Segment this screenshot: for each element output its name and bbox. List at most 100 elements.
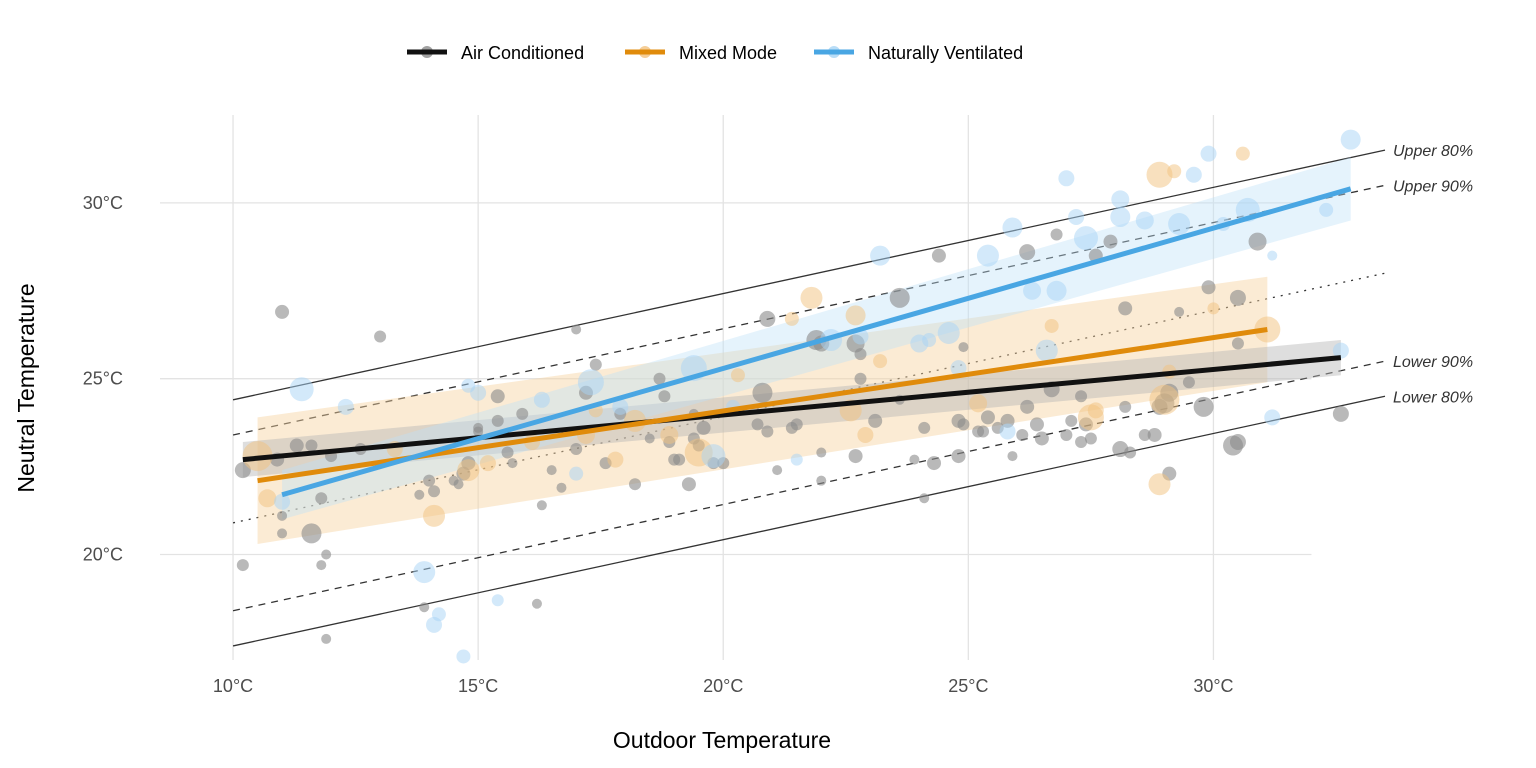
point-naturally-ventilated	[337, 398, 354, 415]
point-air-conditioned	[1075, 390, 1088, 403]
point-air-conditioned	[321, 633, 332, 644]
x-tick-label: 20°C	[703, 676, 743, 696]
point-air-conditioned	[1138, 428, 1151, 441]
x-tick-label: 25°C	[948, 676, 988, 696]
point-air-conditioned	[1119, 400, 1132, 413]
point-air-conditioned	[854, 348, 867, 361]
point-mixed-mode	[969, 394, 988, 413]
point-air-conditioned	[1034, 431, 1049, 446]
point-air-conditioned	[854, 372, 867, 385]
data-points	[234, 129, 1361, 664]
point-mixed-mode	[800, 286, 823, 309]
point-naturally-ventilated	[1002, 217, 1023, 238]
point-air-conditioned	[570, 443, 583, 456]
point-naturally-ventilated	[999, 423, 1016, 440]
point-naturally-ventilated	[274, 493, 291, 510]
legend: Air Conditioned Mixed Mode Naturally Venti…	[407, 43, 1023, 63]
point-air-conditioned	[772, 465, 783, 476]
point-mixed-mode	[845, 305, 866, 326]
point-air-conditioned	[1229, 289, 1246, 306]
fit-lines	[242, 186, 1352, 498]
x-tick-label: 15°C	[458, 676, 498, 696]
x-tick-label: 10°C	[213, 676, 253, 696]
reference-label-upper-90: Upper 90%	[1393, 178, 1473, 195]
fit-line-air-conditioned	[242, 355, 1342, 463]
point-air-conditioned	[816, 447, 827, 458]
legend-item-air-conditioned: Air Conditioned	[407, 43, 584, 63]
point-air-conditioned	[236, 559, 249, 572]
point-mixed-mode	[1146, 161, 1173, 188]
point-air-conditioned	[790, 418, 803, 431]
point-air-conditioned	[980, 410, 995, 425]
point-naturally-ventilated	[470, 384, 487, 401]
point-mixed-mode	[660, 425, 679, 444]
point-naturally-ventilated	[1111, 190, 1130, 209]
point-air-conditioned	[1084, 432, 1097, 445]
point-naturally-ventilated	[533, 391, 550, 408]
point-air-conditioned	[321, 549, 332, 560]
point-air-conditioned	[957, 418, 970, 431]
y-tick-label: 30°C	[83, 193, 123, 213]
x-tick-label: 30°C	[1193, 676, 1233, 696]
point-air-conditioned	[1332, 405, 1349, 422]
x-axis-ticks: 10°C 15°C 20°C 25°C 30°C	[213, 676, 1234, 696]
reference-line-upper-80	[232, 149, 1386, 401]
point-air-conditioned	[1060, 428, 1073, 441]
point-air-conditioned	[277, 528, 288, 539]
point-air-conditioned	[316, 560, 327, 571]
point-air-conditioned	[1016, 428, 1029, 441]
legend-item-naturally-ventilated: Naturally Ventilated	[814, 43, 1023, 63]
point-air-conditioned	[919, 493, 930, 504]
point-air-conditioned	[507, 458, 518, 469]
point-air-conditioned	[556, 482, 567, 493]
reference-label-lower-80: Lower 80%	[1393, 389, 1473, 406]
point-mixed-mode	[873, 354, 888, 369]
point-naturally-ventilated	[1068, 208, 1085, 225]
point-mixed-mode	[1148, 473, 1171, 496]
point-naturally-ventilated	[870, 245, 891, 266]
point-air-conditioned	[696, 420, 711, 435]
point-air-conditioned	[305, 439, 318, 452]
legend-label: Naturally Ventilated	[868, 43, 1023, 63]
point-naturally-ventilated	[1035, 339, 1058, 362]
point-air-conditioned	[761, 425, 774, 438]
point-naturally-ventilated	[1185, 166, 1202, 183]
point-air-conditioned	[1019, 244, 1036, 261]
point-mixed-mode	[1207, 302, 1220, 315]
point-air-conditioned	[453, 479, 464, 490]
point-mixed-mode	[857, 426, 874, 443]
point-mixed-mode	[784, 311, 799, 326]
point-air-conditioned	[958, 342, 969, 353]
point-naturally-ventilated	[1110, 206, 1131, 227]
point-air-conditioned	[571, 324, 582, 335]
point-air-conditioned	[1124, 446, 1137, 459]
point-naturally-ventilated	[1319, 202, 1334, 217]
x-axis-title: Outdoor Temperature	[613, 727, 831, 753]
point-naturally-ventilated	[413, 561, 436, 584]
point-air-conditioned	[428, 485, 441, 498]
point-air-conditioned	[658, 390, 671, 403]
point-air-conditioned	[868, 413, 883, 428]
point-air-conditioned	[909, 454, 920, 465]
point-mixed-mode	[258, 489, 277, 508]
point-air-conditioned	[752, 382, 773, 403]
point-mixed-mode	[457, 459, 480, 482]
point-air-conditioned	[1231, 337, 1244, 350]
point-air-conditioned	[1020, 399, 1035, 414]
point-air-conditioned	[531, 598, 542, 609]
point-air-conditioned	[501, 446, 514, 459]
point-naturally-ventilated	[1058, 170, 1075, 187]
point-air-conditioned	[644, 433, 655, 444]
point-air-conditioned	[516, 407, 529, 420]
reference-line-labels: Upper 80% Upper 90% Lower 90% Lower 80%	[1393, 143, 1473, 406]
legend-label: Air Conditioned	[461, 43, 584, 63]
point-air-conditioned	[589, 358, 602, 371]
point-air-conditioned	[473, 426, 484, 437]
point-naturally-ventilated	[922, 333, 937, 348]
point-air-conditioned	[918, 421, 931, 434]
point-naturally-ventilated	[577, 369, 604, 396]
point-mixed-mode	[1167, 164, 1182, 179]
point-naturally-ventilated	[569, 466, 584, 481]
point-air-conditioned	[629, 478, 641, 491]
point-air-conditioned	[1029, 417, 1044, 432]
